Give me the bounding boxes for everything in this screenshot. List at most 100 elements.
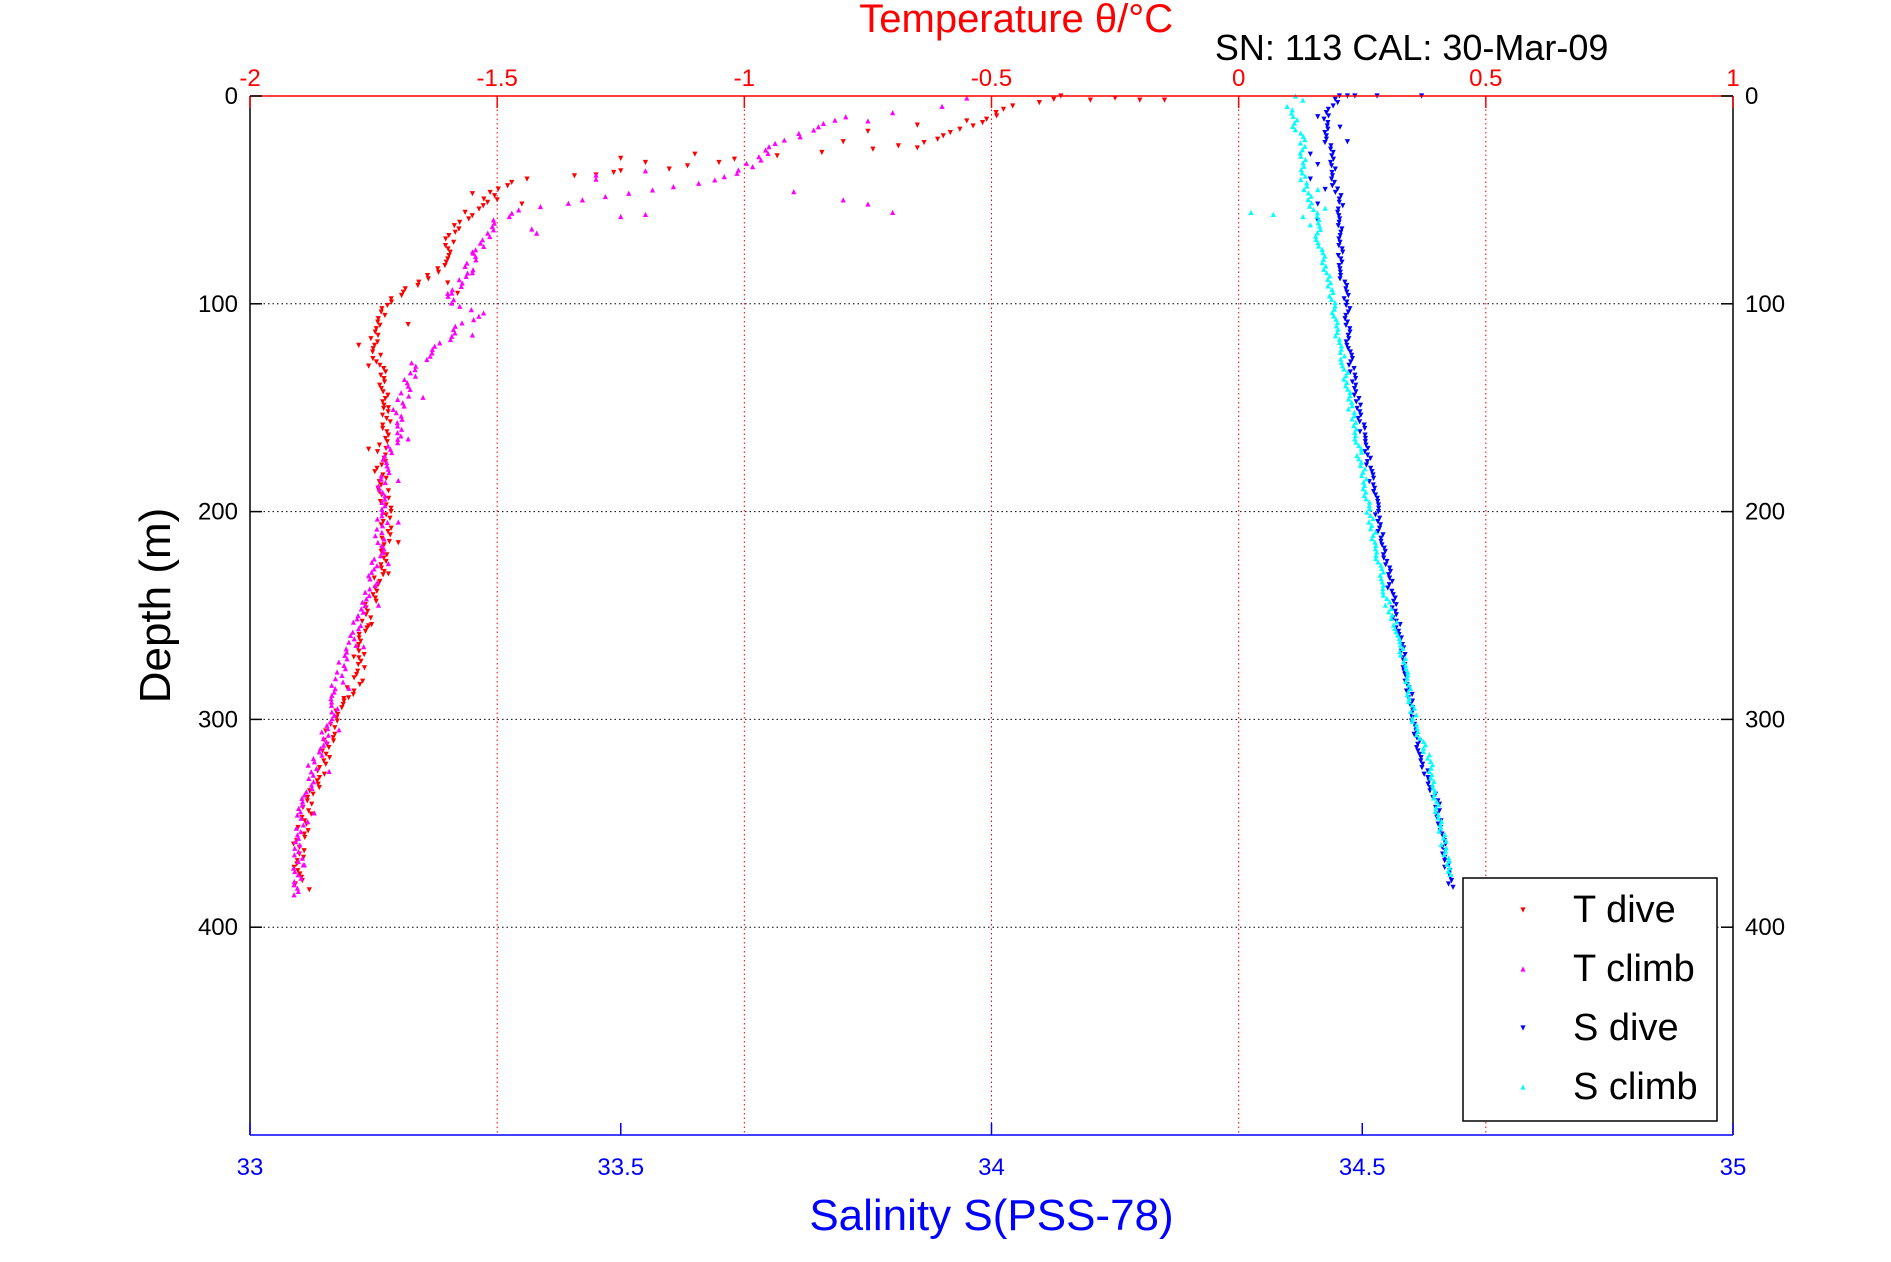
data-point [301, 848, 307, 854]
data-point [1421, 771, 1427, 777]
data-point [1441, 851, 1447, 858]
data-point [314, 778, 320, 784]
data-point [310, 755, 317, 762]
data-point [374, 579, 381, 585]
data-point [452, 330, 458, 336]
data-point [1298, 130, 1304, 136]
data-point [332, 676, 339, 682]
data-point [1366, 519, 1372, 525]
data-point [356, 342, 362, 348]
bottom-tick-label: 35 [1720, 1154, 1747, 1181]
data-point [1393, 612, 1399, 618]
data-point [1327, 280, 1334, 286]
data-point [1444, 861, 1450, 868]
data-point [1336, 219, 1342, 225]
data-point [445, 246, 451, 252]
data-point [412, 373, 419, 379]
data-point [372, 582, 378, 589]
data-point [1332, 189, 1338, 196]
data-point [1337, 239, 1343, 245]
data-point [358, 622, 364, 629]
data-point [319, 729, 325, 735]
data-point [1446, 855, 1452, 861]
data-point [371, 566, 377, 572]
data-point [446, 252, 452, 259]
data-point [1351, 366, 1357, 372]
data-point [1332, 333, 1339, 339]
data-point [1347, 329, 1353, 335]
data-point [297, 842, 303, 848]
data-point [373, 326, 379, 332]
data-point [1436, 828, 1442, 834]
top-tick-label: 0 [1232, 65, 1245, 92]
data-point [1406, 698, 1412, 705]
data-point [380, 399, 386, 405]
data-point [509, 179, 515, 186]
data-point [442, 262, 448, 269]
data-point [382, 496, 388, 502]
data-point [1380, 569, 1386, 575]
data-point [383, 558, 389, 565]
data-point [1392, 595, 1398, 601]
data-point [1373, 542, 1379, 548]
data-point [534, 230, 540, 236]
data-point [472, 253, 479, 260]
data-point [1301, 163, 1307, 169]
data-point [1406, 695, 1412, 701]
data-point [1351, 409, 1357, 415]
data-point [1336, 199, 1342, 205]
data-point [811, 127, 817, 133]
data-point [424, 272, 431, 279]
data-point [1414, 732, 1420, 738]
data-point [840, 197, 846, 203]
data-point [1354, 452, 1360, 459]
data-point [1300, 213, 1306, 220]
data-point [1426, 752, 1433, 758]
data-point [324, 722, 330, 728]
data-point [291, 878, 297, 885]
left-tick-label: 100 [198, 291, 238, 318]
data-point [393, 410, 399, 416]
data-point [381, 568, 387, 575]
data-point [939, 103, 945, 109]
data-point [1415, 748, 1421, 754]
data-point [357, 681, 363, 688]
data-point [329, 715, 335, 722]
data-point [1353, 439, 1359, 445]
data-point [970, 123, 976, 129]
data-point [772, 140, 778, 146]
data-point [1357, 429, 1363, 435]
data-point [1320, 250, 1326, 256]
data-point [1381, 545, 1387, 551]
data-point [1432, 788, 1438, 794]
data-point [455, 290, 461, 297]
data-point [1353, 376, 1359, 382]
legend-label-t_dive: T dive [1573, 889, 1676, 931]
data-point [1404, 692, 1410, 698]
legend-marker-s_dive [1520, 1025, 1526, 1031]
data-point [449, 287, 455, 293]
data-point [1341, 376, 1347, 382]
data-point [415, 282, 421, 289]
data-point [565, 200, 571, 206]
data-point [1299, 147, 1306, 153]
data-point [334, 705, 341, 712]
data-point [1345, 346, 1351, 352]
data-point [1425, 774, 1431, 781]
data-point [457, 303, 463, 309]
data-point [1087, 97, 1093, 103]
data-point [380, 489, 386, 496]
data-point [1332, 96, 1338, 102]
left-tick-label: 300 [198, 706, 238, 733]
data-point [295, 848, 302, 855]
data-point [1398, 652, 1404, 658]
data-point [435, 269, 442, 275]
data-point [1398, 635, 1405, 641]
data-point [291, 852, 298, 858]
data-point [1403, 665, 1409, 671]
data-point [344, 656, 350, 662]
data-point [797, 134, 803, 140]
data-point [1345, 332, 1351, 338]
data-point [330, 738, 337, 744]
data-point [377, 362, 383, 368]
